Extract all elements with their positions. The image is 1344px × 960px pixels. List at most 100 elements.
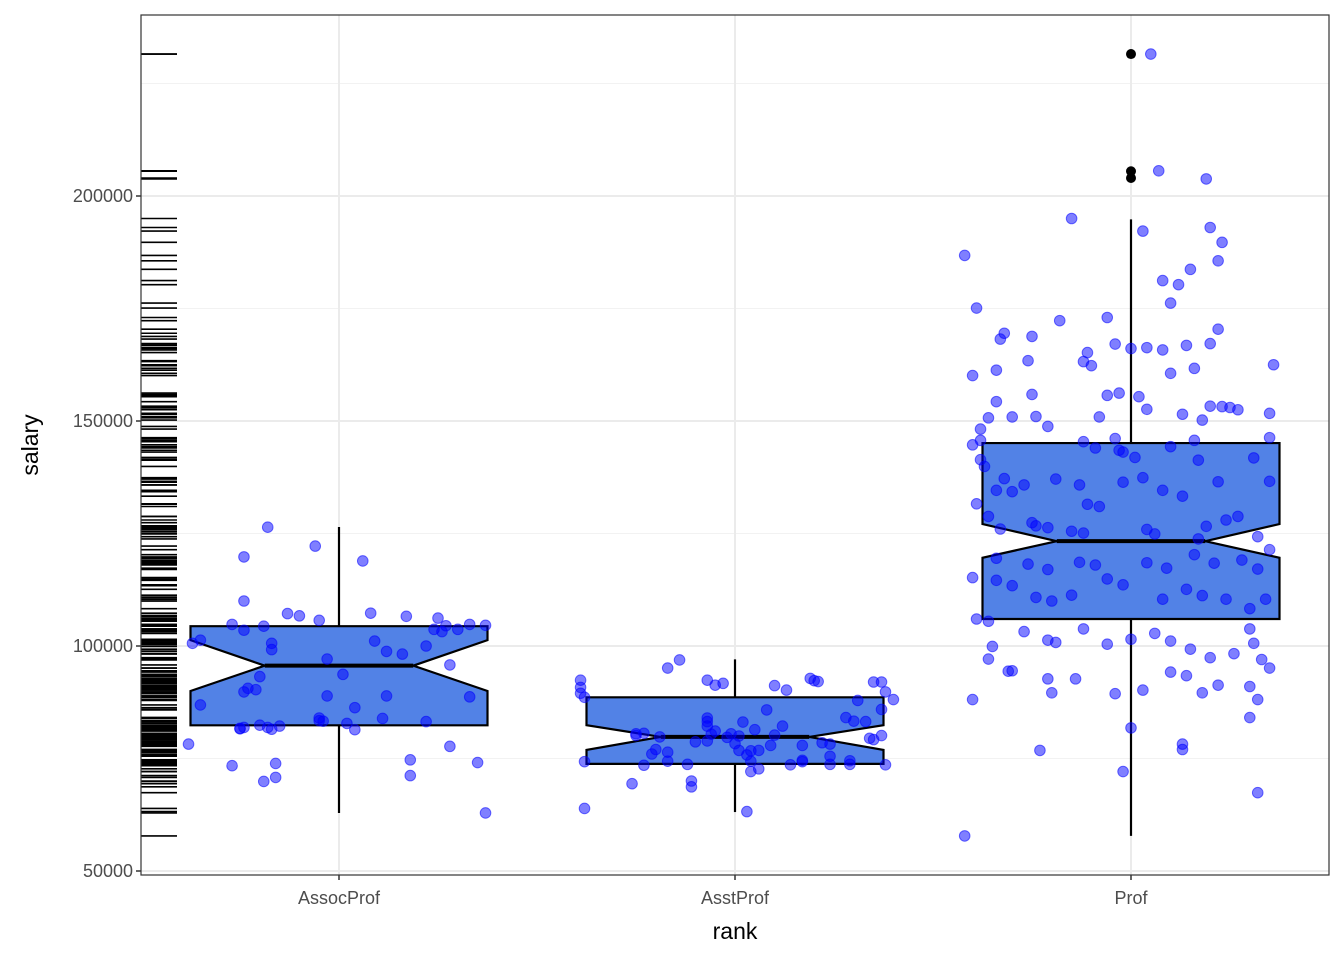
jitter-point xyxy=(420,715,432,728)
jitter-point xyxy=(194,699,207,711)
jitter-point xyxy=(733,730,745,742)
jitter-point xyxy=(1046,595,1058,607)
jitter-point xyxy=(1069,673,1082,685)
jitter-point xyxy=(1216,236,1228,249)
jitter-point xyxy=(1101,573,1114,585)
jitter-point xyxy=(574,674,587,687)
jitter-point xyxy=(1251,693,1264,706)
jitter-point xyxy=(1129,451,1141,464)
jitter-point xyxy=(1030,410,1042,423)
jitter-point xyxy=(479,807,492,819)
jitter-point xyxy=(1034,744,1046,757)
jitter-point xyxy=(1049,636,1062,649)
notched-box xyxy=(981,441,1281,621)
jitter-point xyxy=(994,523,1007,535)
jitter-point xyxy=(1133,390,1145,403)
jitter-point xyxy=(709,725,722,737)
jitter-point xyxy=(1196,589,1209,602)
jitter-point xyxy=(1164,635,1177,647)
jitter-point xyxy=(234,723,246,735)
y-tick-label: 200000 xyxy=(73,186,133,206)
jitter-point xyxy=(1180,583,1193,596)
jitter-point xyxy=(780,684,793,696)
jitter-point xyxy=(1259,593,1272,606)
jitter-point xyxy=(1188,434,1201,447)
jitter-point xyxy=(986,640,999,653)
jitter-point xyxy=(1042,673,1054,685)
jitter-point xyxy=(253,670,266,683)
jitter-point xyxy=(717,677,729,690)
jitter-point xyxy=(1081,498,1094,511)
jitter-point xyxy=(578,691,591,704)
jitter-point xyxy=(1263,543,1276,556)
jitter-point xyxy=(1109,338,1121,350)
jitter-point xyxy=(1077,527,1090,539)
jitter-point xyxy=(1026,330,1038,343)
jitter-point xyxy=(471,756,484,769)
jitter-point xyxy=(1117,765,1129,778)
jitter-point xyxy=(1022,354,1034,367)
jitter-point xyxy=(741,805,753,818)
x-axis-title: rank xyxy=(713,918,758,944)
jitter-point xyxy=(958,249,971,262)
jitter-point xyxy=(1101,389,1114,402)
jitter-point xyxy=(182,738,195,750)
jitter-point xyxy=(396,648,409,660)
jitter-point xyxy=(1220,593,1232,606)
jitter-point xyxy=(1172,278,1185,291)
jitter-point xyxy=(1109,432,1121,445)
jitter-point xyxy=(1141,341,1153,354)
jitter-point xyxy=(1184,643,1197,655)
jitter-point xyxy=(281,607,294,620)
jitter-point xyxy=(194,634,207,646)
jitter-point xyxy=(321,653,333,665)
jitter-point xyxy=(432,612,444,624)
jitter-point xyxy=(1125,342,1137,355)
jitter-point xyxy=(1117,579,1129,591)
jitter-point xyxy=(1049,473,1062,485)
jitter-point xyxy=(444,740,456,753)
y-tick-label: 50000 xyxy=(83,861,133,881)
jitter-point xyxy=(1141,403,1153,416)
jitter-point xyxy=(261,521,274,534)
jitter-point xyxy=(1156,344,1169,356)
jitter-point xyxy=(1089,559,1102,571)
jitter-point xyxy=(1156,274,1169,287)
jitter-point xyxy=(776,720,789,732)
jitter-point xyxy=(966,369,979,382)
jitter-point xyxy=(257,620,270,633)
jitter-point xyxy=(844,758,856,771)
jitter-point xyxy=(1244,623,1256,635)
jitter-point xyxy=(1042,420,1054,433)
jitter-point xyxy=(313,614,326,627)
jitter-point xyxy=(238,624,250,637)
jitter-point xyxy=(1164,367,1177,380)
jitter-point xyxy=(982,653,995,665)
jitter-point xyxy=(1232,510,1244,523)
jitter-point xyxy=(1192,454,1205,466)
jitter-point xyxy=(1180,339,1193,352)
jitter-point xyxy=(966,571,979,584)
jitter-point xyxy=(978,460,991,473)
jitter-point xyxy=(578,755,591,768)
jitter-point xyxy=(760,704,773,716)
jitter-point xyxy=(879,686,892,698)
y-tick-label: 100000 xyxy=(73,636,133,656)
jitter-points xyxy=(182,48,1280,842)
jitter-point xyxy=(1073,479,1086,491)
jitter-point xyxy=(1176,408,1189,421)
jitter-point xyxy=(1204,337,1216,350)
jitter-point xyxy=(1188,548,1201,561)
jitter-point xyxy=(1220,514,1232,526)
jitter-point xyxy=(1125,722,1137,734)
jitter-point xyxy=(1200,520,1213,533)
jitter-point xyxy=(867,676,880,688)
jitter-point xyxy=(970,302,983,314)
jitter-point xyxy=(1156,593,1169,606)
jitter-point xyxy=(269,771,282,784)
jitter-point xyxy=(1255,653,1268,666)
jitter-point xyxy=(1006,664,1019,677)
jitter-point xyxy=(1006,579,1019,592)
jitter-point xyxy=(1125,633,1137,646)
jitter-point xyxy=(444,659,456,671)
